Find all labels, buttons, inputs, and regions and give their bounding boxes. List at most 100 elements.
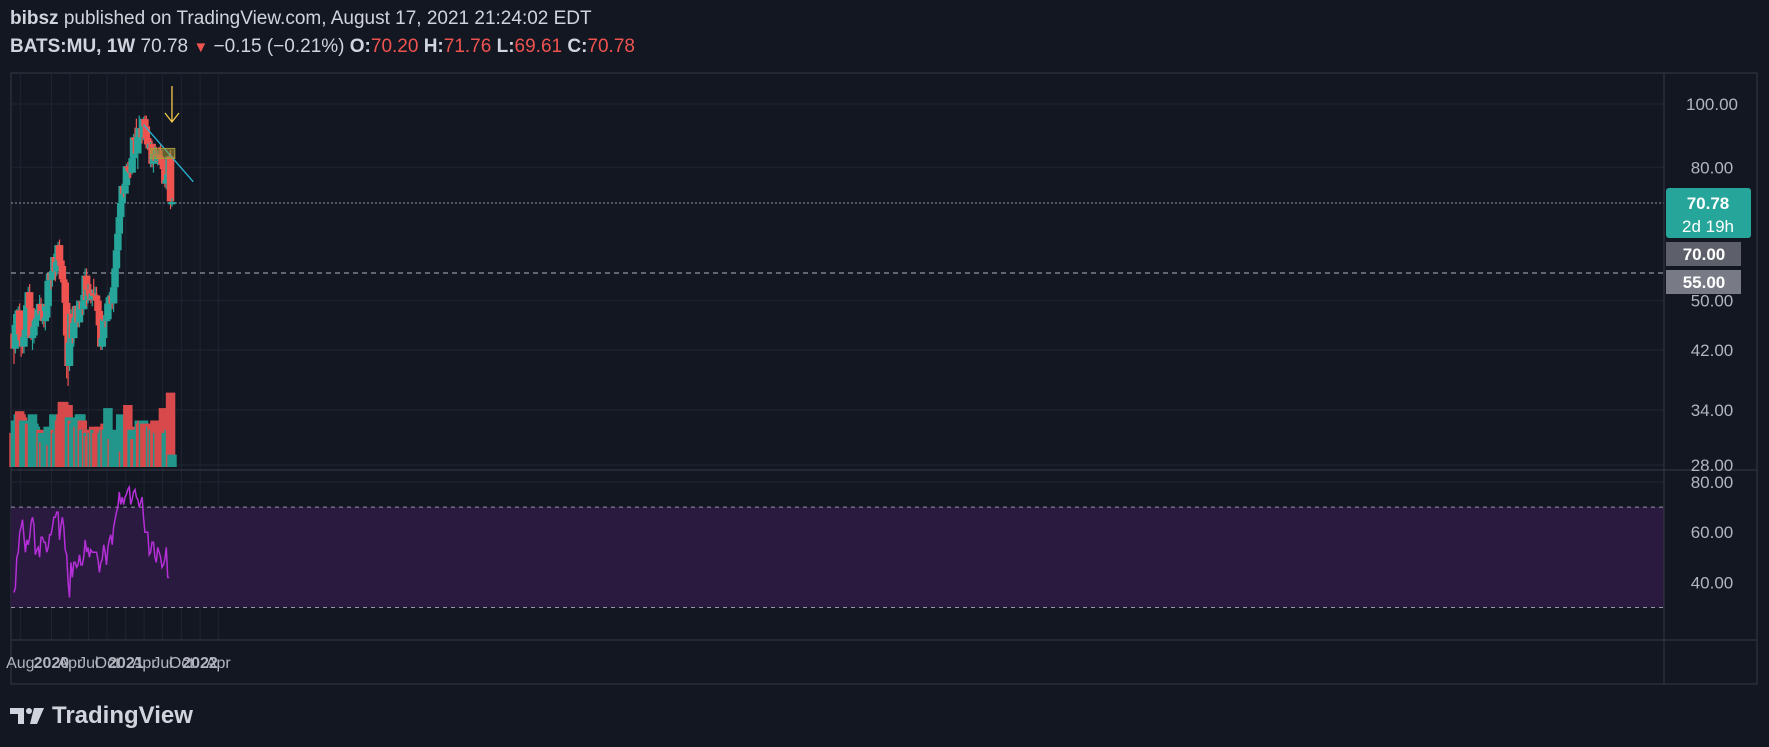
close-label: C: (567, 36, 588, 57)
candle-body (114, 233, 122, 251)
close-value: 70.78 (587, 36, 635, 57)
candle-body (48, 271, 57, 280)
candle-body (82, 275, 91, 301)
candle-body (27, 308, 35, 339)
candle-body (23, 305, 31, 330)
candle-body (159, 164, 168, 170)
axes: Aug 2020AprJulOct2021AprJulOct2022Apr100.… (6, 95, 1738, 672)
rsi-axis-label: 60.00 (1691, 523, 1734, 542)
price-labels: 70.78 2d 19h 70.00 55.00 (1666, 188, 1751, 294)
candle-body (122, 166, 131, 186)
price-axis-label: 50.00 (1691, 292, 1734, 311)
candle-body (60, 279, 68, 283)
candle-body (115, 217, 124, 234)
candle-body (162, 179, 171, 184)
candle-body (75, 305, 84, 323)
time-axis-label: 2022 (182, 655, 218, 672)
candle-body (52, 261, 61, 272)
publish-info: bibsz published on TradingView.com, Augu… (10, 8, 592, 30)
candle-body (20, 336, 28, 347)
candle-body (58, 265, 67, 280)
candle-body (111, 268, 119, 288)
candle-body (21, 329, 30, 337)
candle-body (89, 293, 98, 297)
candle-body (41, 317, 50, 322)
candle-body (95, 310, 104, 326)
candle-body (33, 318, 41, 321)
candle-body (15, 310, 24, 335)
price-axis-label: 42.00 (1691, 341, 1734, 360)
candle-body (109, 287, 118, 304)
tradingview-logo[interactable]: TradingView (10, 702, 193, 730)
candle-body (11, 324, 20, 349)
last-price: 70.78 (140, 36, 189, 57)
candle-body (98, 338, 106, 347)
candle-body (31, 320, 40, 327)
candle-body (85, 289, 94, 296)
price-axis-label: 80.00 (1691, 158, 1734, 177)
candle-body (99, 319, 108, 339)
candle-body (141, 119, 149, 127)
drawings (143, 86, 194, 183)
candle-body (116, 203, 125, 218)
chart-frame (10, 72, 1758, 685)
rsi-axis-label: 40.00 (1691, 573, 1734, 592)
candle-body (142, 126, 151, 139)
down-triangle-icon: ▼ (193, 39, 209, 56)
open-value: 70.20 (370, 36, 419, 57)
time-axis-label: Oct (95, 655, 120, 672)
author-name: bibsz (10, 8, 59, 29)
candle-body (144, 138, 152, 145)
time-axis-label: 2020 (34, 655, 70, 672)
rsi-indicator (11, 484, 1664, 609)
current-price-tag (1666, 188, 1751, 238)
time-axis-label: Apr (206, 655, 232, 672)
candle-body (28, 335, 37, 339)
candle-body (30, 326, 38, 336)
time-axis-label: Apr (132, 655, 158, 672)
candle-body (57, 260, 65, 266)
candle-body (118, 185, 126, 204)
price-change: −0.15 (−0.21%) (213, 36, 345, 57)
volume-bars (9, 392, 177, 467)
candle-body (62, 302, 71, 336)
candle-body (158, 159, 166, 165)
high-label: H: (423, 36, 444, 57)
low-value: 69.61 (514, 36, 563, 57)
tradingview-logo-icon (10, 708, 44, 724)
candle-body (79, 301, 88, 310)
candle-body (44, 280, 52, 307)
time-axis-label: 2021 (108, 655, 144, 672)
symbol-legend: BATS:MU, 1W 70.78 ▼ −0.15 (−0.21%) O:70.… (10, 36, 635, 58)
level-tag-55 (1666, 270, 1741, 294)
price-axis-label: 34.00 (1691, 401, 1734, 420)
candle-body (61, 282, 69, 303)
candle-body (42, 306, 51, 318)
candle-body (166, 156, 175, 202)
time-axis-label: Apr (57, 655, 83, 672)
candle-body (168, 202, 176, 205)
rsi-line (13, 484, 170, 598)
price-axis-label: 100.00 (1686, 95, 1738, 114)
candle-body (92, 295, 101, 301)
candle-body (104, 303, 112, 320)
resistance-zone (150, 147, 176, 160)
brand-name: TradingView (52, 702, 193, 729)
current-price-label: 70.78 (1687, 194, 1730, 213)
candle-body (55, 245, 64, 261)
time-axis-label: Oct (169, 655, 194, 672)
candle-body (128, 158, 136, 173)
low-label: L: (496, 36, 515, 57)
candle-body (37, 303, 45, 315)
time-axis-label: Aug (6, 655, 34, 672)
volume-bar (167, 454, 177, 467)
candle-body (121, 185, 129, 194)
rsi-axis-label: 80.00 (1691, 473, 1734, 492)
candle-body (134, 137, 142, 154)
candle-body (70, 322, 78, 339)
down-arrow-head-icon (164, 112, 180, 124)
candle-body (25, 292, 34, 309)
candles (10, 115, 176, 386)
high-value: 71.76 (443, 36, 492, 57)
